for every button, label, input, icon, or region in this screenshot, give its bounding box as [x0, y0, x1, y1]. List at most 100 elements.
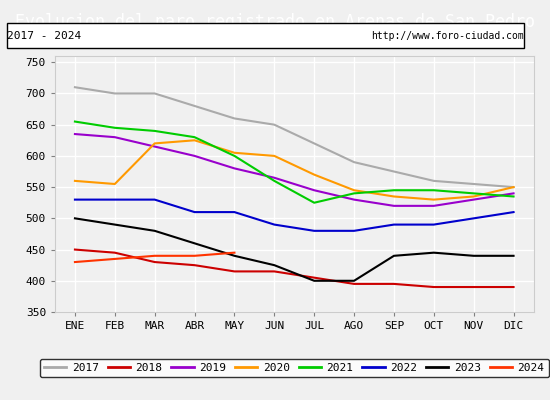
2021	[112, 126, 118, 130]
Line: 2020: 2020	[75, 140, 514, 200]
2022	[470, 216, 477, 221]
2022	[151, 197, 158, 202]
2018	[431, 285, 437, 290]
2020	[431, 197, 437, 202]
2024	[112, 256, 118, 261]
2018	[390, 282, 397, 286]
2022	[191, 210, 198, 214]
2023	[112, 222, 118, 227]
2017	[231, 116, 238, 121]
2021	[231, 154, 238, 158]
Line: 2022: 2022	[75, 200, 514, 231]
2021	[470, 191, 477, 196]
2023	[311, 278, 317, 283]
2022	[390, 222, 397, 227]
2021	[191, 135, 198, 140]
2018	[112, 250, 118, 255]
2023	[470, 254, 477, 258]
2019	[431, 204, 437, 208]
2020	[510, 185, 517, 190]
2020	[311, 172, 317, 177]
2022	[72, 197, 78, 202]
2020	[151, 141, 158, 146]
2017	[311, 141, 317, 146]
2018	[72, 247, 78, 252]
Text: 2017 - 2024: 2017 - 2024	[7, 31, 81, 41]
2021	[151, 128, 158, 133]
2019	[271, 175, 278, 180]
2020	[271, 154, 278, 158]
2017	[470, 182, 477, 186]
2022	[510, 210, 517, 214]
2018	[191, 263, 198, 268]
2023	[390, 254, 397, 258]
2023	[510, 254, 517, 258]
2021	[72, 119, 78, 124]
2020	[390, 194, 397, 199]
2019	[351, 197, 358, 202]
2019	[112, 135, 118, 140]
2018	[231, 269, 238, 274]
2017	[351, 160, 358, 164]
2023	[191, 241, 198, 246]
Line: 2019: 2019	[75, 134, 514, 206]
2023	[72, 216, 78, 221]
2018	[510, 285, 517, 290]
2017	[72, 85, 78, 90]
2018	[271, 269, 278, 274]
2018	[311, 275, 317, 280]
FancyBboxPatch shape	[7, 23, 524, 48]
2020	[231, 150, 238, 155]
2022	[311, 228, 317, 233]
2021	[351, 191, 358, 196]
2018	[351, 282, 358, 286]
2020	[72, 178, 78, 183]
2019	[151, 144, 158, 149]
2022	[351, 228, 358, 233]
2021	[510, 194, 517, 199]
Text: Evolucion del paro registrado en Arenas de San Pedro: Evolucion del paro registrado en Arenas …	[15, 13, 535, 31]
2019	[231, 166, 238, 171]
2022	[271, 222, 278, 227]
Line: 2023: 2023	[75, 218, 514, 281]
2021	[311, 200, 317, 205]
2024	[231, 250, 238, 255]
2023	[431, 250, 437, 255]
2021	[390, 188, 397, 193]
2022	[431, 222, 437, 227]
2020	[470, 194, 477, 199]
2018	[470, 285, 477, 290]
2019	[470, 197, 477, 202]
Line: 2018: 2018	[75, 250, 514, 287]
2023	[271, 263, 278, 268]
2020	[351, 188, 358, 193]
2020	[112, 182, 118, 186]
Line: 2017: 2017	[75, 87, 514, 187]
Text: http://www.foro-ciudad.com: http://www.foro-ciudad.com	[371, 31, 524, 41]
2024	[151, 254, 158, 258]
2019	[510, 191, 517, 196]
Line: 2024: 2024	[75, 253, 234, 262]
2017	[510, 185, 517, 190]
2019	[191, 154, 198, 158]
2023	[231, 254, 238, 258]
2024	[191, 254, 198, 258]
2017	[390, 169, 397, 174]
2019	[72, 132, 78, 136]
2019	[311, 188, 317, 193]
2021	[431, 188, 437, 193]
2017	[112, 91, 118, 96]
2024	[72, 260, 78, 264]
2020	[191, 138, 198, 143]
2019	[390, 204, 397, 208]
2023	[151, 228, 158, 233]
2022	[112, 197, 118, 202]
2021	[271, 178, 278, 183]
Legend: 2017, 2018, 2019, 2020, 2021, 2022, 2023, 2024: 2017, 2018, 2019, 2020, 2021, 2022, 2023…	[40, 358, 549, 378]
2017	[271, 122, 278, 127]
2017	[151, 91, 158, 96]
2017	[431, 178, 437, 183]
2023	[351, 278, 358, 283]
2022	[231, 210, 238, 214]
2017	[191, 104, 198, 108]
